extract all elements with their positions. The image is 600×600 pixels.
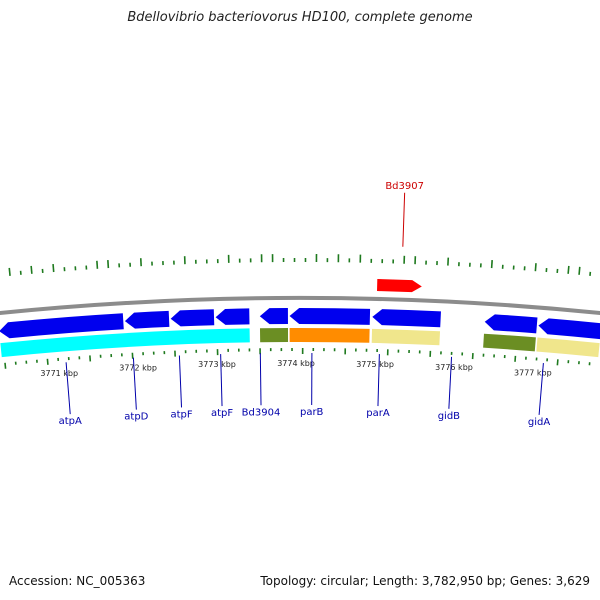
gene-label-Bd3904: Bd3904	[242, 407, 281, 418]
leader-line-atpF	[220, 354, 223, 407]
forward-gene-Bd3907	[377, 278, 422, 293]
reverse-gene-gidB	[484, 314, 538, 334]
kbp-label-3772: 3772 kbp	[119, 363, 157, 372]
cds-block-4	[483, 333, 536, 352]
leader-line-atpA	[65, 362, 71, 415]
kbp-label-3773: 3773 kbp	[198, 360, 236, 369]
outer-tick	[107, 260, 110, 269]
reverse-gene-gidA	[538, 318, 600, 340]
gene-label-atpF: atpF	[170, 409, 192, 420]
outer-tick	[534, 263, 537, 272]
gene-label-atpF: atpF	[211, 408, 233, 419]
gene-label-atpD: atpD	[124, 412, 148, 423]
inner-tick	[4, 362, 7, 369]
leader-line-Bd3907	[402, 192, 406, 247]
gene-label-parA: parA	[366, 408, 390, 419]
cds-block-5	[536, 337, 600, 358]
reverse-gene-atpF	[215, 308, 250, 325]
gene-label-Bd3907: Bd3907	[385, 181, 424, 192]
inner-tick	[46, 358, 49, 365]
outer-tick	[30, 265, 33, 274]
inner-tick	[556, 359, 559, 366]
gene-label-gidB: gidB	[438, 411, 460, 422]
cds-block-1	[259, 328, 289, 343]
kbp-label-3775: 3775 kbp	[356, 360, 394, 369]
outer-tick	[490, 260, 493, 269]
kbp-label-3771: 3771 kbp	[40, 369, 78, 378]
accession-label: Accession: NC_005363	[9, 574, 146, 588]
outer-tick	[567, 265, 570, 274]
leader-line-gidB	[448, 356, 453, 409]
kbp-label-3776: 3776 kbp	[435, 363, 473, 372]
cds-block-3	[371, 328, 441, 346]
kbp-label-3774: 3774 kbp	[277, 359, 315, 368]
leader-line-atpF	[178, 355, 183, 408]
genome-backbone	[0, 296, 600, 316]
outer-tick	[8, 267, 11, 276]
kbp-label-3777: 3777 kbp	[514, 368, 552, 377]
reverse-gene-parB	[289, 308, 371, 325]
gene-label-parB: parB	[300, 407, 324, 418]
genome-stats: Topology: circular; Length: 3,782,950 bp…	[260, 574, 590, 588]
leader-line-gidA	[538, 363, 544, 415]
gene-label-atpA: atpA	[59, 416, 82, 427]
reverse-gene-atpD	[124, 310, 170, 329]
outer-tick	[52, 263, 55, 273]
reverse-gene-atpA	[0, 313, 124, 339]
outer-tick	[96, 260, 99, 269]
reverse-gene-parA	[372, 309, 441, 328]
leader-line-parA	[377, 354, 380, 407]
outer-tick	[578, 266, 581, 275]
gene-label-gidA: gidA	[528, 417, 550, 428]
reverse-gene-atpF	[170, 309, 215, 327]
leader-line-atpD	[132, 357, 137, 410]
leader-line-Bd3904	[259, 353, 262, 406]
cds-block-2	[289, 328, 370, 343]
reverse-gene-Bd3904	[259, 308, 288, 325]
cds-block-0	[0, 328, 250, 358]
figure-title: Bdellovibrio bacteriovorus HD100, comple…	[127, 10, 473, 25]
